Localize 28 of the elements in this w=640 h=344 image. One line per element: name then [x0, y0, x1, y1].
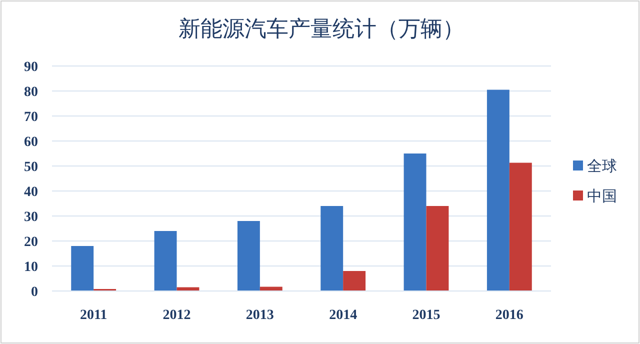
legend-label: 中国: [587, 186, 617, 205]
y-tick-label: 70: [24, 110, 38, 125]
bar: [509, 162, 532, 291]
bar: [320, 206, 344, 291]
y-tick-label: 40: [24, 184, 38, 200]
bar: [404, 154, 426, 291]
legend-label: 全球: [587, 156, 617, 175]
y-tick-label: 0: [31, 284, 38, 300]
y-tick-label: 10: [24, 260, 38, 275]
y-tick-label: 60: [24, 134, 38, 150]
x-tick-label: 2013: [246, 308, 274, 323]
x-tick-label: 2016: [495, 308, 524, 323]
x-tick-label: 2014: [329, 308, 358, 323]
y-tick-label: 20: [24, 234, 38, 250]
bar: [343, 271, 366, 291]
x-tick-label: 2012: [162, 308, 191, 323]
y-tick-label: 80: [24, 84, 38, 100]
y-tick-label: 90: [24, 60, 38, 75]
bar: [486, 90, 510, 291]
x-tick-label: 2015: [412, 308, 440, 323]
y-tick-label: 50: [24, 160, 38, 175]
bar: [237, 221, 260, 291]
bar: [154, 231, 177, 291]
chart-title: 新能源汽车产量统计（万辆）: [178, 16, 464, 41]
x-tick-label: 2011: [80, 308, 108, 323]
y-tick-label: 30: [24, 210, 38, 225]
bar: [426, 206, 449, 291]
bar: [71, 246, 94, 291]
